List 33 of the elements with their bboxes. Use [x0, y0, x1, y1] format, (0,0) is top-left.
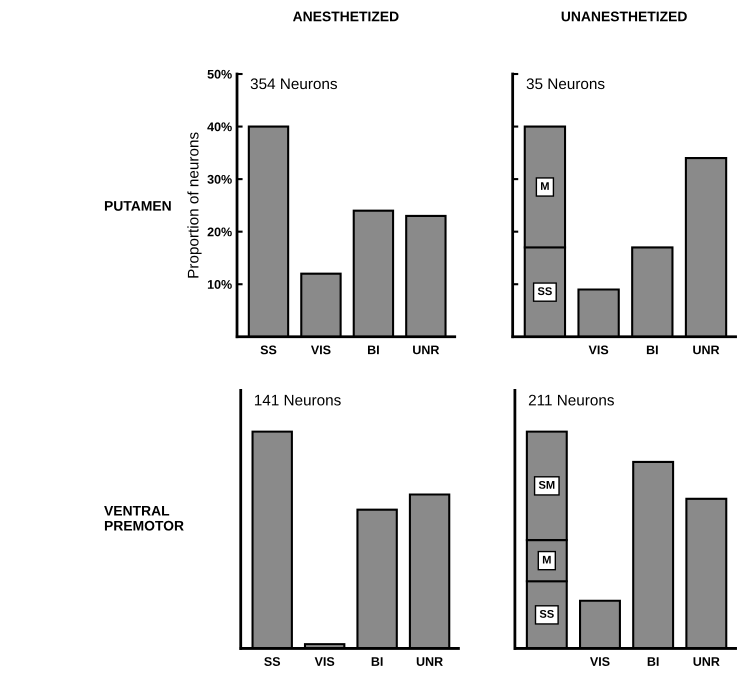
chart-subtitle: 211 Neurons — [528, 394, 614, 406]
chart-subtitle: 35 Neurons — [526, 78, 604, 90]
x-tick-label: SS — [264, 657, 280, 666]
series-label: SS — [538, 287, 552, 296]
y-tick-label: 30% — [207, 174, 232, 184]
y-tick-label: 10% — [208, 280, 232, 289]
series-label: M — [542, 556, 551, 564]
chart-title: UNANESTHETIZED — [562, 12, 687, 22]
x-tick-label: VIS — [588, 345, 608, 354]
chart-subtitle: 141 Neurons — [254, 394, 341, 406]
series-label: M — [541, 182, 549, 190]
x-tick-label: VIS — [590, 657, 610, 666]
y-axis-title: Proportion of neurons — [187, 132, 202, 278]
x-tick-label: VIS — [314, 657, 334, 666]
text: PUTAMEN — [104, 201, 171, 211]
x-tick-label: SS — [260, 345, 276, 354]
x-tick-label: VIS — [310, 345, 331, 354]
x-tick-label: UNR — [693, 346, 720, 354]
x-tick-label: BI — [648, 657, 659, 666]
text: VENTRAL PREMOTOR — [104, 506, 184, 531]
y-tick-label: 20% — [208, 227, 232, 236]
x-tick-label: UNR — [694, 657, 720, 666]
series-label: SM — [538, 480, 554, 489]
chart-title: ANESTHETIZED — [292, 12, 399, 22]
y-tick-label: 40% — [207, 122, 232, 132]
x-tick-label: UNR — [413, 346, 440, 354]
chart-subtitle: 354 Neurons — [250, 78, 338, 90]
x-tick-label: BI — [368, 346, 379, 354]
x-tick-label: UNR — [416, 657, 443, 666]
series-label: SS — [540, 610, 554, 618]
y-tick-label: 50% — [208, 70, 232, 79]
x-tick-label: BI — [646, 346, 658, 354]
x-tick-label: BI — [372, 657, 383, 666]
